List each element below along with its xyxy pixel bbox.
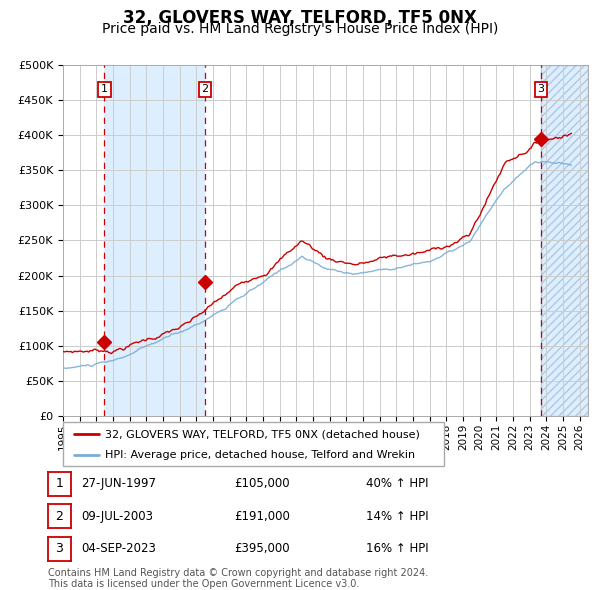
- Text: 09-JUL-2003: 09-JUL-2003: [81, 510, 153, 523]
- Text: 32, GLOVERS WAY, TELFORD, TF5 0NX (detached house): 32, GLOVERS WAY, TELFORD, TF5 0NX (detac…: [105, 430, 420, 439]
- Text: £395,000: £395,000: [234, 542, 290, 555]
- Text: £105,000: £105,000: [234, 477, 290, 490]
- Text: 1: 1: [101, 84, 108, 94]
- FancyBboxPatch shape: [63, 422, 444, 466]
- Bar: [541, 65, 588, 416]
- Text: 3: 3: [538, 84, 544, 94]
- Text: 40% ↑ HPI: 40% ↑ HPI: [366, 477, 428, 490]
- Text: Price paid vs. HM Land Registry's House Price Index (HPI): Price paid vs. HM Land Registry's House …: [102, 22, 498, 36]
- Text: 2: 2: [202, 84, 209, 94]
- Text: 2: 2: [55, 510, 64, 523]
- Text: 3: 3: [55, 542, 64, 555]
- Text: HPI: Average price, detached house, Telford and Wrekin: HPI: Average price, detached house, Telf…: [105, 450, 415, 460]
- Text: Contains HM Land Registry data © Crown copyright and database right 2024.
This d: Contains HM Land Registry data © Crown c…: [48, 568, 428, 589]
- Bar: [104, 65, 205, 416]
- Text: 04-SEP-2023: 04-SEP-2023: [81, 542, 156, 555]
- Text: £191,000: £191,000: [234, 510, 290, 523]
- Text: 1: 1: [55, 477, 64, 490]
- Text: 16% ↑ HPI: 16% ↑ HPI: [366, 542, 428, 555]
- Text: 32, GLOVERS WAY, TELFORD, TF5 0NX: 32, GLOVERS WAY, TELFORD, TF5 0NX: [123, 9, 477, 27]
- Text: 27-JUN-1997: 27-JUN-1997: [81, 477, 156, 490]
- Text: 14% ↑ HPI: 14% ↑ HPI: [366, 510, 428, 523]
